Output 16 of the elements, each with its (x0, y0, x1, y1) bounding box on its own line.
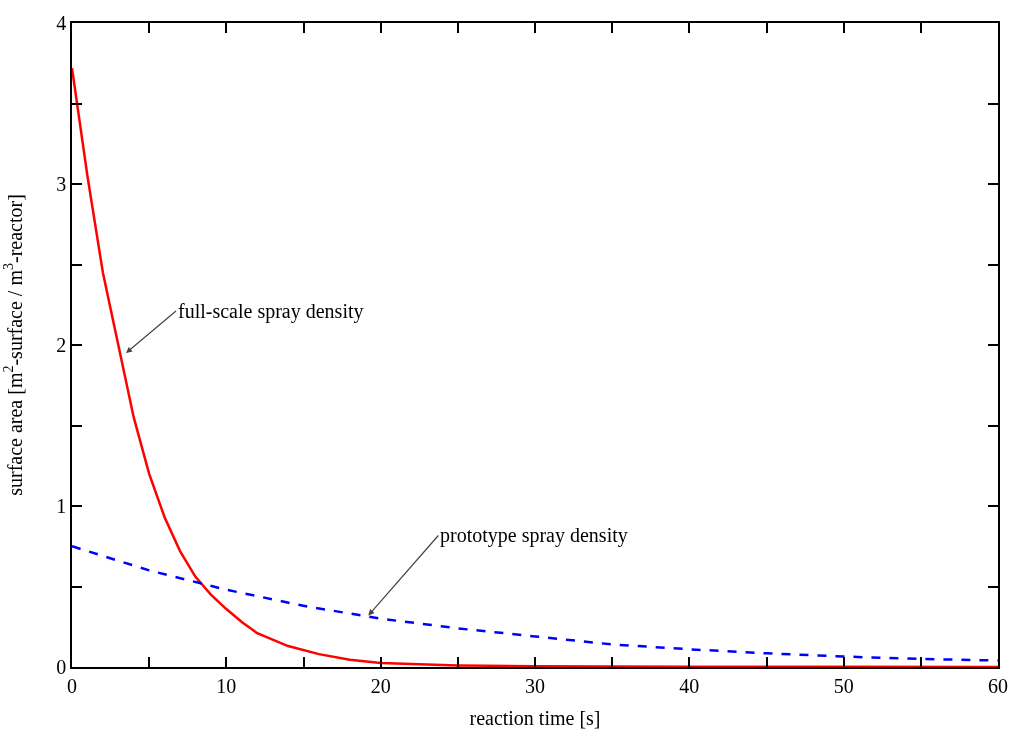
x-tick-label: 50 (833, 674, 854, 697)
x-tick-label: 40 (679, 674, 700, 697)
x-tick-label: 20 (370, 674, 391, 697)
annotation: full-scale spray density (178, 300, 364, 323)
x-tick-label: 30 (525, 674, 545, 697)
line-series (72, 66, 998, 667)
x-axis-title: reaction time [s] (469, 707, 601, 729)
x-tick-label: 10 (216, 674, 237, 697)
annotation: prototype spray density (440, 524, 628, 547)
y-tick-label: 0 (56, 656, 67, 678)
y-tick-label: 1 (56, 495, 67, 517)
y-tick-label: 3 (56, 173, 67, 195)
y-tick-label: 2 (56, 334, 67, 356)
x-tick-label: 60 (988, 674, 1008, 697)
y-tick-label: 4 (56, 12, 67, 34)
line-series (72, 545, 998, 662)
